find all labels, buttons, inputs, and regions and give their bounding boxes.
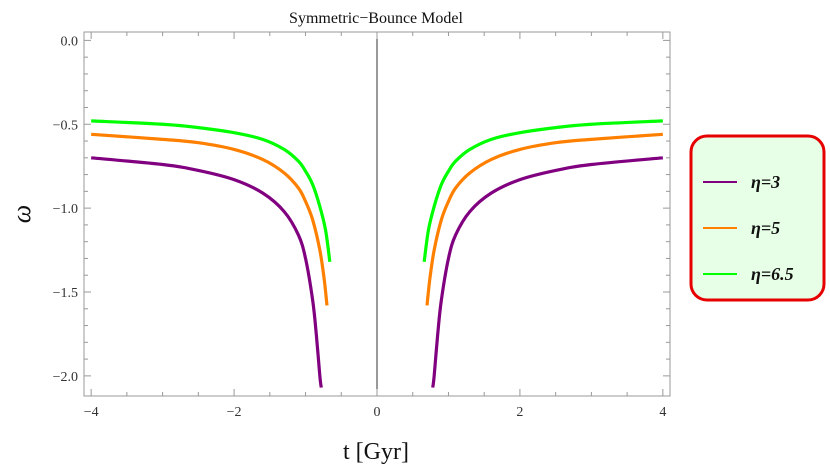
series-line-1-left — [91, 156, 323, 388]
x-tick-label: 4 — [659, 405, 666, 420]
series-line-2-left — [91, 132, 329, 306]
x-axis-ticks: −4 −2 0 2 4 — [84, 32, 666, 420]
legend-label-1: η=3 — [751, 172, 780, 192]
y-tick-label: −1.5 — [53, 286, 78, 301]
y-tick-label: −0.5 — [53, 118, 78, 133]
series-lines — [91, 119, 663, 388]
series-line-2-right — [425, 132, 663, 306]
x-tick-label: −4 — [84, 405, 99, 420]
legend-box — [689, 134, 826, 302]
x-tick-label: 2 — [516, 405, 523, 420]
y-axis-ticks: 0.0 −0.5 −1.0 −1.5 −2.0 — [53, 34, 670, 385]
series-line-1-right — [431, 156, 663, 388]
x-tick-label: −2 — [227, 405, 242, 420]
y-tick-label: −2.0 — [53, 370, 78, 385]
x-axis-title: t [Gyr] — [343, 439, 409, 465]
y-axis-title: ω — [7, 205, 36, 223]
series-line-3-right — [422, 119, 663, 263]
x-tick-label: 0 — [374, 405, 381, 420]
legend: η=3 η=5 η=6.5 — [689, 134, 826, 302]
legend-label-3: η=6.5 — [751, 264, 794, 284]
legend-label-2: η=5 — [751, 218, 780, 238]
y-tick-label: 0.0 — [61, 34, 79, 49]
y-tick-label: −1.0 — [53, 202, 78, 217]
series-line-3-left — [91, 119, 332, 263]
chart-title: Symmetric−Bounce Model — [289, 10, 463, 27]
